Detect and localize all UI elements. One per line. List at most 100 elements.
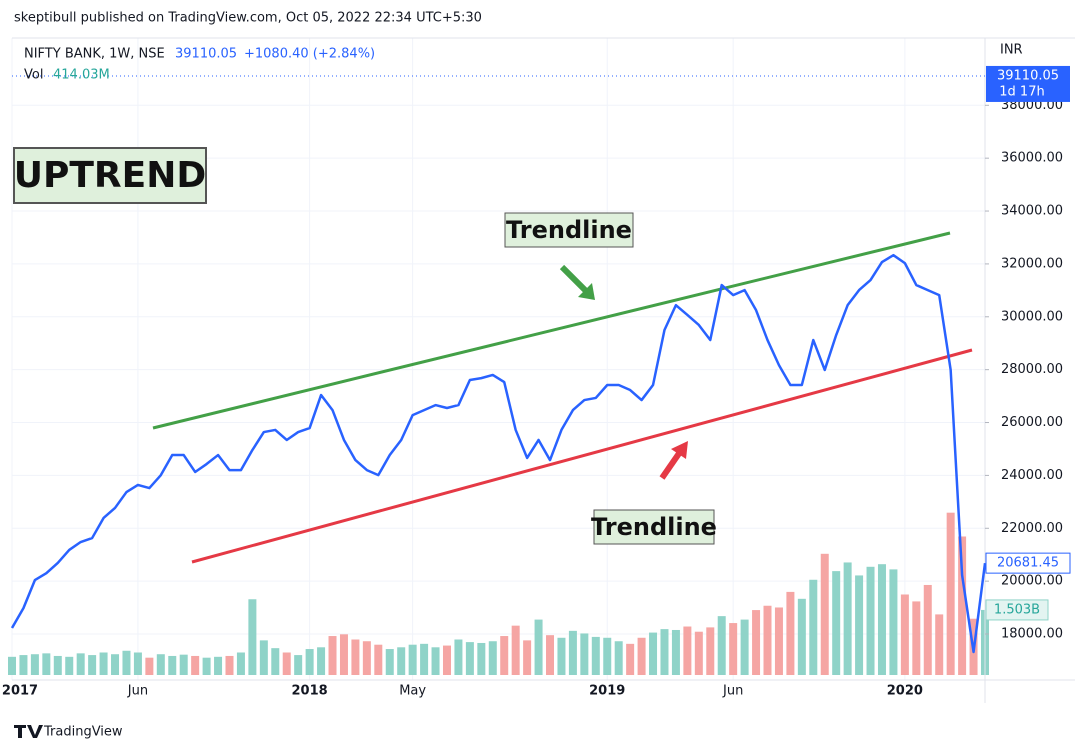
volume-bar (546, 635, 555, 675)
vol-label: Vol (24, 68, 43, 83)
volume-bar (752, 610, 761, 675)
volume-bar (511, 625, 520, 675)
volume-bar (488, 641, 497, 675)
y-tick-label: 28000.00 (1001, 362, 1063, 377)
last-value-label: 20681.45 (997, 556, 1059, 571)
volume-bar (282, 652, 291, 675)
volume-bar (477, 642, 486, 675)
volume-bar (832, 571, 841, 675)
volume-bar (706, 627, 715, 675)
volume-bar (271, 648, 280, 675)
volume-bar (500, 636, 509, 675)
volume-bar (225, 655, 234, 675)
x-tick-label: 2017 (2, 684, 38, 699)
volume-bar (30, 654, 39, 675)
volume-bar (626, 643, 635, 675)
brand-name: TradingView (43, 725, 123, 740)
volume-bar (797, 598, 806, 675)
volume-bar (774, 607, 783, 675)
y-tick-label: 36000.00 (1001, 151, 1063, 166)
volume-bar (53, 655, 62, 675)
volume-bar (431, 647, 440, 675)
volume-bar (763, 605, 772, 675)
volume-bar (19, 655, 28, 675)
volume-bar (694, 631, 703, 675)
volume-bar (374, 644, 383, 675)
brand: TradingView (14, 725, 123, 740)
volume-bar (317, 647, 326, 675)
volume-bar (786, 591, 795, 675)
volume-bar (900, 594, 909, 675)
y-tick-label: 30000.00 (1001, 309, 1063, 324)
volume-bar (649, 632, 658, 675)
volume-bar (843, 562, 852, 675)
volume-bar (259, 640, 268, 675)
volume-bar (614, 641, 623, 675)
price: 39110.05 (175, 47, 237, 62)
volume-bar (809, 579, 818, 675)
change: +1080.40 (+2.84%) (244, 47, 375, 62)
volume-bar (248, 599, 257, 675)
trendline-label: Trendline (591, 513, 717, 541)
y-tick-label: 20000.00 (1001, 574, 1063, 589)
publisher: skeptibull published on TradingView.com,… (14, 11, 482, 26)
volume-bar (328, 636, 337, 675)
upper-trendline (152, 231, 951, 430)
volume-bar (912, 601, 921, 675)
volume-bar (442, 645, 451, 675)
trendline-box (593, 509, 715, 545)
volume-bar (877, 564, 886, 675)
countdown: 1d 17h (999, 84, 1044, 99)
volume-bar (534, 619, 543, 675)
volume-bar (351, 639, 360, 675)
volume-bar (889, 569, 898, 675)
price-line (10, 253, 987, 654)
volume-bar (729, 623, 738, 675)
volume-bar (408, 644, 417, 675)
volume-bar (523, 640, 532, 675)
volume-bar (179, 654, 188, 675)
volume-bar (820, 553, 829, 675)
volume-bar (866, 566, 875, 675)
trendline-box (504, 212, 634, 248)
uptrend-box (13, 147, 207, 204)
volume-badge (985, 599, 1049, 621)
x-tick-label: 2019 (589, 684, 625, 699)
volume-bar (385, 649, 394, 675)
last-value-badge (985, 552, 1071, 574)
volume-bar (660, 629, 669, 675)
volume-bar (42, 653, 51, 675)
y-tick-label: 18000.00 (1001, 627, 1063, 642)
volume-bar (294, 655, 303, 675)
volume-bar (935, 614, 944, 675)
symbol: NIFTY BANK, 1W, NSE (24, 47, 165, 62)
x-tick-label: May (399, 684, 426, 699)
volume-bars (8, 512, 989, 675)
currency: INR (1000, 43, 1023, 58)
x-tick-label: 2020 (887, 684, 923, 699)
plot (10, 75, 987, 654)
volume-bar (637, 637, 646, 675)
volume-bar (557, 637, 566, 675)
price-badge-label: 39110.05 (997, 68, 1059, 83)
volume-bar (683, 626, 692, 675)
grid (11, 38, 985, 680)
volume-bar (88, 655, 97, 675)
volume-bar (339, 634, 348, 675)
volume-bar (465, 642, 474, 675)
volume-bar (305, 649, 314, 675)
vol-value: 414.03M (53, 68, 110, 83)
volume-bar (362, 641, 371, 675)
volume-bar (191, 655, 200, 675)
y-tick-label: 22000.00 (1001, 521, 1063, 536)
y-tick-label: 26000.00 (1001, 415, 1063, 430)
volume-bar (122, 650, 131, 675)
volume-bar (420, 643, 429, 675)
x-tick-label: 2018 (292, 684, 328, 699)
volume-bar (946, 512, 955, 675)
y-tick-label: 24000.00 (1001, 468, 1063, 483)
green-arrow (559, 264, 595, 300)
volume-bar (99, 652, 108, 675)
volume-bar (168, 655, 177, 675)
